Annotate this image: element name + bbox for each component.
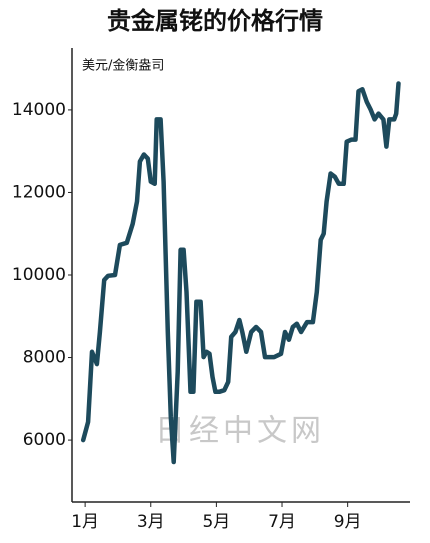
y-tick-label: 14000	[12, 100, 66, 120]
x-tick-label: 9月	[334, 512, 362, 532]
y-unit: 美元/金衡盎司	[82, 58, 164, 74]
x-tick-label: 3月	[137, 512, 165, 532]
chart-title: 贵金属铑的价格行情	[107, 7, 323, 35]
price-line	[80, 81, 401, 465]
x-tick-label: 7月	[268, 512, 296, 532]
x-tick-label: 1月	[71, 512, 99, 532]
y-tick-label: 12000	[12, 182, 66, 202]
watermark: 日经中文网	[155, 414, 325, 449]
y-tick-label: 8000	[23, 348, 66, 368]
x-tick-label: 5月	[202, 512, 230, 532]
y-tick-label: 10000	[12, 265, 66, 285]
y-tick-label: 6000	[23, 430, 66, 450]
